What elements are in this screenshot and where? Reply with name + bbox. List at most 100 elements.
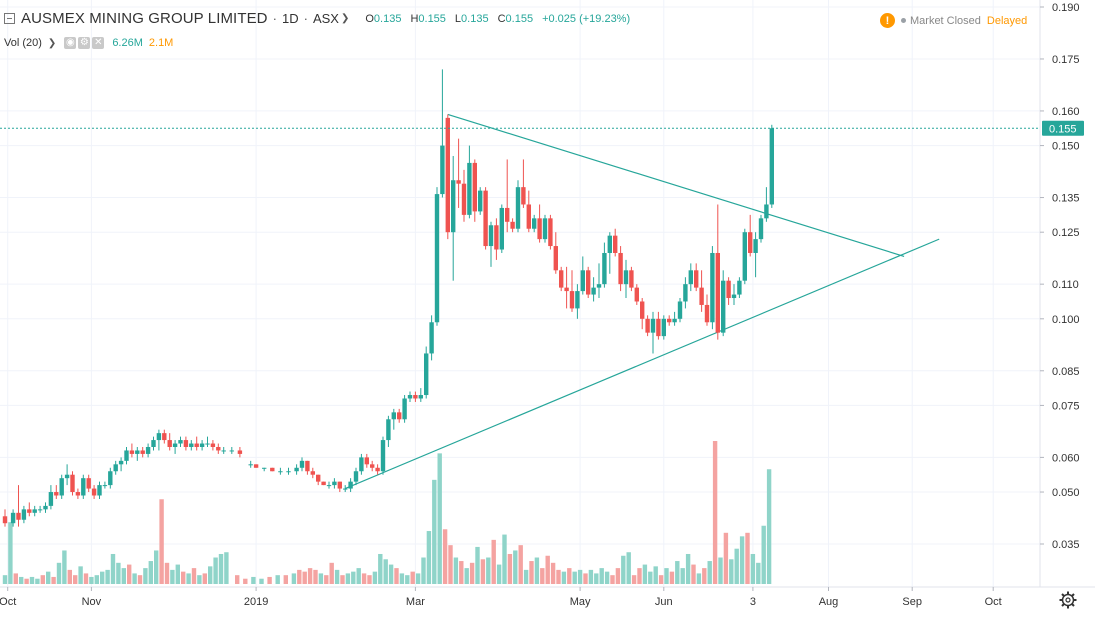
volume-indicator-name[interactable]: Vol (20) bbox=[4, 37, 42, 49]
volume-bar bbox=[464, 568, 469, 584]
collapse-icon[interactable] bbox=[4, 13, 15, 24]
volume-bar bbox=[218, 553, 224, 584]
volume-bar bbox=[148, 561, 153, 584]
volume-bar bbox=[159, 499, 164, 584]
gear-icon[interactable] bbox=[1058, 590, 1078, 610]
market-status: ! Market Closed Delayed bbox=[880, 13, 1027, 28]
candle-body bbox=[16, 512, 21, 520]
volume-bar bbox=[197, 575, 202, 584]
volume-bar bbox=[67, 569, 72, 584]
volume-bar bbox=[734, 548, 739, 584]
candle-body bbox=[172, 443, 178, 447]
volume-bar bbox=[448, 545, 453, 584]
volume-bar bbox=[143, 568, 148, 584]
volume-bar bbox=[35, 578, 40, 584]
volume-bar bbox=[116, 562, 121, 584]
candle-body bbox=[229, 450, 234, 452]
candle-body bbox=[310, 471, 315, 475]
candle-body bbox=[521, 187, 526, 205]
timeframe[interactable]: 1D bbox=[281, 11, 299, 26]
exchange[interactable]: ASX bbox=[312, 11, 339, 26]
candle-body bbox=[764, 204, 769, 219]
warning-icon[interactable]: ! bbox=[880, 13, 895, 28]
separator: · bbox=[303, 11, 308, 26]
candle-body bbox=[27, 509, 32, 513]
volume-bar bbox=[405, 575, 410, 584]
chevron-down-icon[interactable]: ❯ bbox=[340, 13, 350, 24]
volume-bar bbox=[251, 576, 256, 584]
candle-body bbox=[380, 440, 386, 472]
volume-bar bbox=[283, 575, 288, 584]
volume-bar bbox=[556, 569, 561, 584]
candle-body bbox=[634, 287, 639, 302]
candle-body bbox=[704, 304, 710, 323]
candle-body bbox=[54, 492, 59, 496]
candle-body bbox=[478, 190, 483, 212]
volume-bar bbox=[132, 573, 137, 584]
candle-body bbox=[299, 460, 305, 468]
candle-body bbox=[607, 235, 612, 253]
high-label: H bbox=[410, 12, 419, 25]
settings-icon[interactable]: ⚙ bbox=[78, 37, 91, 49]
x-tick-label: Mar bbox=[406, 596, 425, 608]
close-icon[interactable]: ✕ bbox=[92, 37, 105, 49]
candle-body bbox=[580, 270, 585, 292]
volume-bar bbox=[46, 571, 51, 584]
candle-body bbox=[445, 117, 450, 233]
candle-body bbox=[537, 218, 542, 240]
candle-body bbox=[623, 270, 629, 285]
volume-bar bbox=[723, 532, 729, 584]
candle-body bbox=[221, 450, 226, 452]
symbol-name[interactable]: AUSMEX MINING GROUP LIMITED bbox=[21, 10, 268, 27]
candle-body bbox=[375, 467, 380, 472]
volume-bar bbox=[480, 559, 486, 584]
volume-bar bbox=[518, 545, 523, 584]
volume-bar bbox=[718, 557, 723, 584]
volume-bar bbox=[13, 573, 18, 584]
y-tick-label: 0.110 bbox=[1052, 279, 1079, 291]
volume-bar bbox=[208, 566, 213, 584]
market-closed-text: Market Closed bbox=[910, 14, 981, 27]
volume-bar bbox=[594, 573, 599, 584]
open-label: O bbox=[365, 12, 374, 25]
volume-bar bbox=[191, 568, 197, 584]
volume-bar bbox=[513, 550, 518, 584]
volume-bar bbox=[691, 564, 696, 584]
volume-bar bbox=[334, 569, 340, 584]
volume-bar bbox=[100, 571, 105, 584]
candle-body bbox=[48, 492, 54, 506]
y-tick-label: 0.035 bbox=[1052, 539, 1080, 551]
x-tick-label: Oct bbox=[0, 596, 16, 608]
price-axis: 0.190 0.175 0.160 0.150 0.135 0.125 0.110 0.100… bbox=[1040, 2, 1080, 551]
volume-bar bbox=[561, 571, 567, 584]
volume-bar bbox=[399, 573, 405, 584]
candle-body bbox=[270, 467, 275, 472]
volume-bar bbox=[24, 578, 29, 584]
volume-bar bbox=[761, 525, 766, 584]
volume-bar bbox=[297, 569, 302, 584]
volume-bar bbox=[669, 571, 675, 584]
volume-bar bbox=[664, 568, 669, 584]
chevron-down-icon[interactable]: ❯ bbox=[47, 37, 57, 49]
volume-bar bbox=[610, 575, 615, 584]
volume-bar bbox=[675, 561, 680, 584]
volume-bar bbox=[388, 564, 394, 584]
candle-body bbox=[145, 446, 151, 454]
candle-body bbox=[510, 221, 515, 229]
candle-body bbox=[97, 485, 102, 496]
candle-body bbox=[672, 318, 677, 323]
volume-bar bbox=[459, 561, 464, 584]
candle-body bbox=[364, 457, 369, 465]
candle-body bbox=[488, 225, 494, 247]
candle-body bbox=[10, 512, 16, 524]
close-label: C bbox=[497, 12, 506, 25]
candle-body bbox=[407, 395, 413, 399]
y-tick-label: 0.125 bbox=[1052, 227, 1080, 239]
eye-icon[interactable]: ◉ bbox=[64, 37, 77, 49]
candle-body bbox=[661, 318, 666, 337]
x-tick-label: Jun bbox=[655, 596, 673, 608]
volume-bar bbox=[475, 546, 480, 584]
close-value: 0.155 bbox=[505, 12, 534, 25]
candle-body bbox=[424, 353, 429, 396]
